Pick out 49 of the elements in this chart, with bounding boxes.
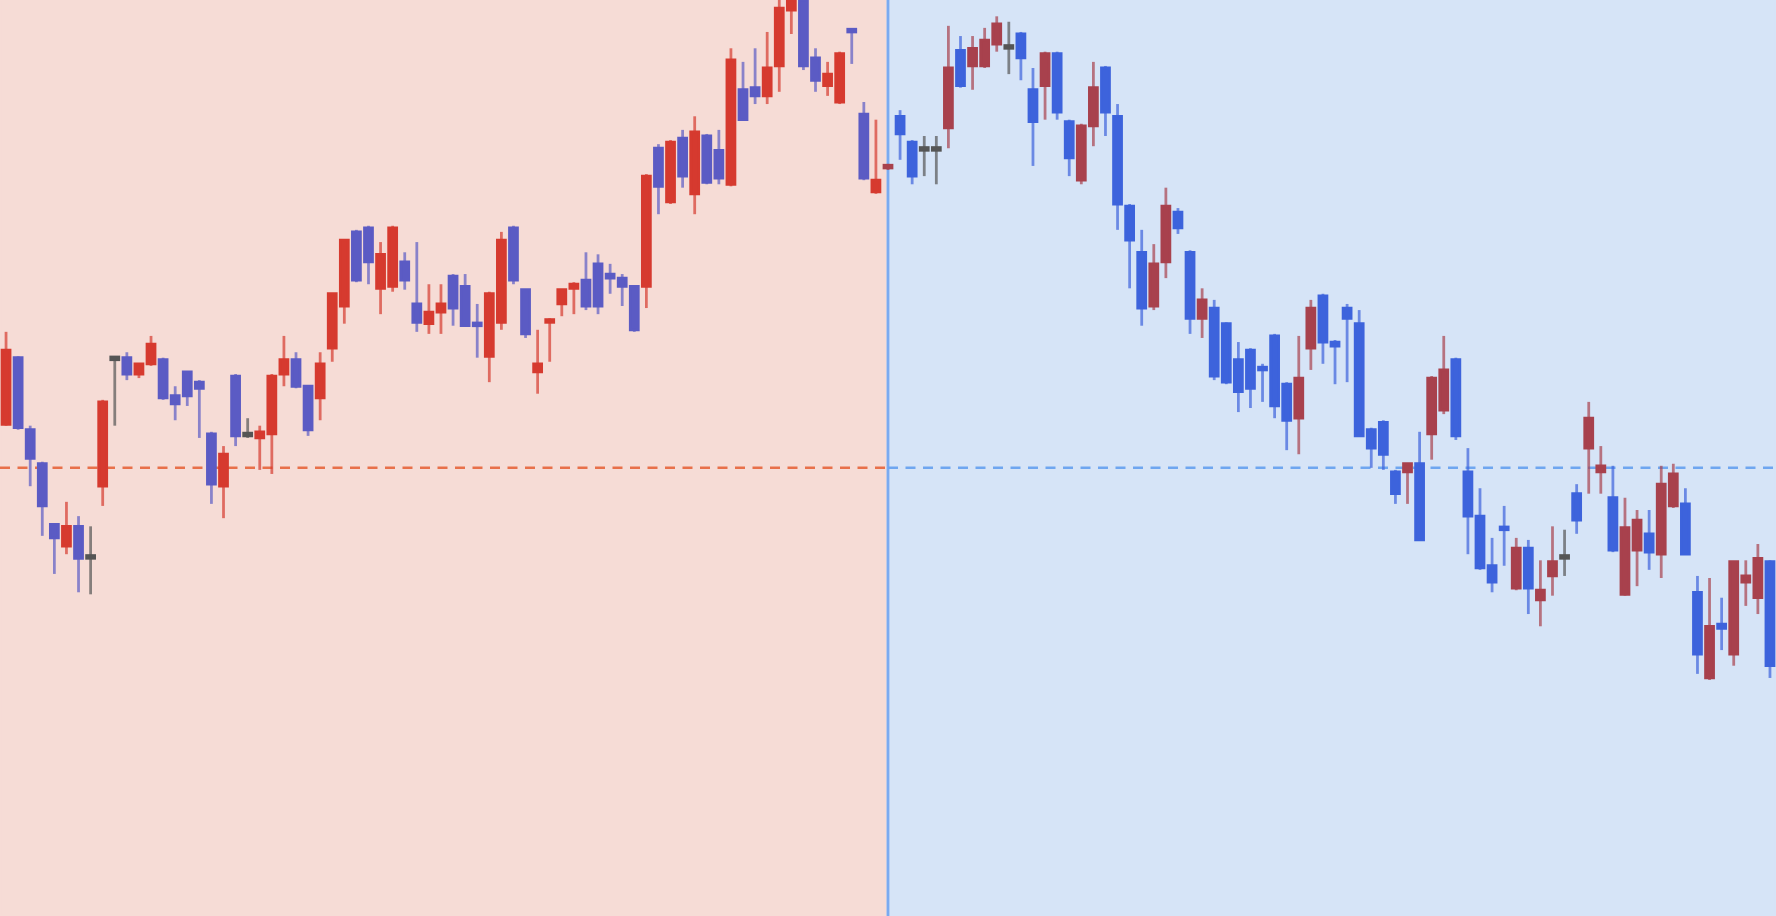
candlestick xyxy=(532,328,544,396)
candlestick xyxy=(1583,400,1595,496)
candlestick xyxy=(1172,206,1184,236)
candlestick xyxy=(894,108,906,162)
candlestick xyxy=(1498,504,1510,568)
candlestick xyxy=(1100,64,1111,138)
candlestick xyxy=(1510,536,1522,592)
candlestick xyxy=(278,334,290,388)
candlestick xyxy=(1305,298,1317,372)
candlestick xyxy=(314,350,326,422)
candlestick xyxy=(761,30,773,106)
candlestick xyxy=(1595,444,1607,496)
candlestick xyxy=(1547,524,1558,598)
candlestick xyxy=(1063,118,1075,178)
candlestick xyxy=(121,350,133,382)
candlestick xyxy=(399,250,411,292)
candlestick xyxy=(85,524,96,596)
candlestick xyxy=(1039,50,1051,122)
candlestick xyxy=(1390,468,1401,506)
candlestick xyxy=(1535,558,1546,628)
candlestick xyxy=(1003,20,1015,76)
candlestick xyxy=(1124,202,1136,290)
candlestick xyxy=(242,416,254,440)
candlestick xyxy=(955,34,966,90)
candlestick xyxy=(1643,508,1655,572)
candlestick xyxy=(1293,334,1305,456)
candlestick xyxy=(1716,596,1728,652)
candlestick xyxy=(870,118,882,196)
candlestick xyxy=(677,128,688,190)
candlestick xyxy=(1559,528,1570,578)
candlestick xyxy=(653,142,664,216)
candlestick xyxy=(544,316,556,364)
candlestick xyxy=(109,354,121,428)
candlestick xyxy=(36,460,48,538)
candlestick xyxy=(73,514,84,594)
candlestick xyxy=(218,444,229,520)
candlestick xyxy=(1522,538,1534,616)
candlestick xyxy=(520,288,531,340)
candlestick xyxy=(1571,482,1583,536)
candlestick xyxy=(1015,30,1027,82)
candlestick xyxy=(846,27,858,66)
candlestick xyxy=(61,500,72,556)
candlestick xyxy=(1196,286,1208,340)
candlestick xyxy=(1027,66,1039,168)
candlestick xyxy=(48,522,60,576)
candlestick xyxy=(411,240,423,334)
candlestick xyxy=(1402,462,1413,506)
candlestick xyxy=(906,138,918,186)
candlestick xyxy=(1341,302,1353,384)
